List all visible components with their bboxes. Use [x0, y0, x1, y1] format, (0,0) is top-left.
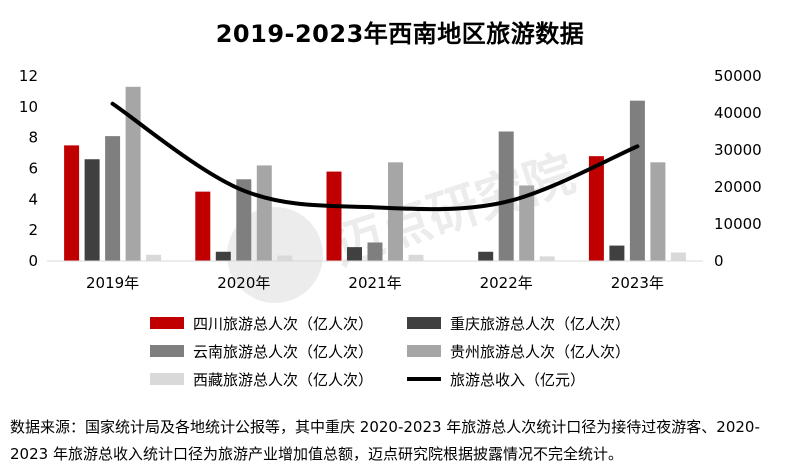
y-right-tick-label: 0: [714, 252, 724, 270]
bar: [256, 165, 272, 261]
bar: [195, 191, 211, 261]
y-left-tick-label: 12: [19, 67, 38, 85]
y-left-tick-label: 0: [28, 252, 38, 270]
legend-label: 四川旅游总人次（亿人次）: [193, 315, 373, 333]
bar: [367, 242, 383, 261]
bar: [408, 254, 424, 261]
x-tick-label: 2020年: [217, 274, 270, 292]
bar: [277, 255, 293, 261]
x-tick-label: 2022年: [480, 274, 533, 292]
bar: [629, 100, 645, 262]
left-axis: 0 2 4 6 8 10 12: [19, 67, 38, 270]
x-axis: 2019年 2020年 2021年 2022年 2023年: [86, 274, 664, 292]
y-left-tick-label: 6: [28, 160, 38, 178]
y-right-tick-label: 20000: [714, 178, 762, 196]
legend: 四川旅游总人次（亿人次） 重庆旅游总人次（亿人次） 云南旅游总人次（亿人次） 贵州旅游…: [150, 315, 630, 389]
legend-label: 重庆旅游总人次（亿人次）: [450, 315, 630, 333]
bar: [125, 86, 141, 262]
revenue-line: [110, 101, 640, 212]
bar: [236, 179, 252, 261]
x-tick-label: 2023年: [611, 274, 664, 292]
x-tick-label: 2019年: [86, 274, 139, 292]
y-right-tick-label: 30000: [714, 141, 762, 159]
bar: [650, 162, 666, 261]
legend-label: 云南旅游总人次（亿人次）: [193, 343, 373, 361]
bar: [609, 245, 625, 261]
bar: [84, 159, 100, 261]
bar: [670, 252, 686, 261]
revenue-line-path: [110, 101, 640, 212]
chart-title: 2019-2023年西南地区旅游数据: [215, 20, 585, 48]
y-left-tick-label: 4: [28, 190, 38, 208]
y-left-tick-label: 10: [19, 98, 38, 116]
bar: [215, 251, 231, 261]
right-axis: 0 10000 20000 30000 40000 50000: [714, 67, 762, 270]
bar: [326, 171, 342, 261]
bar: [146, 254, 162, 261]
legend-swatch: [150, 345, 184, 357]
bar: [347, 247, 362, 261]
bar: [105, 136, 121, 261]
legend-swatch: [150, 373, 184, 385]
bar: [478, 251, 494, 261]
bar: [588, 156, 604, 261]
legend-label: 西藏旅游总人次（亿人次）: [193, 371, 373, 389]
legend-swatch: [407, 317, 441, 329]
bar: [388, 162, 403, 261]
bars: [64, 86, 686, 262]
y-left-tick-label: 8: [28, 129, 38, 147]
y-left-tick-label: 2: [28, 221, 38, 239]
legend-label: 贵州旅游总人次（亿人次）: [450, 343, 630, 361]
y-right-tick-label: 40000: [714, 104, 762, 122]
bar: [498, 131, 514, 261]
legend-swatch: [407, 345, 441, 357]
bar: [539, 256, 555, 261]
source-note: 数据来源：国家统计局及各地统计公报等，其中重庆 2020-2023 年旅游总人次…: [10, 418, 760, 463]
bar: [519, 185, 535, 261]
legend-label: 旅游总收入（亿元）: [450, 371, 585, 389]
y-right-tick-label: 10000: [714, 215, 762, 233]
legend-swatch: [150, 317, 184, 329]
x-tick-label: 2021年: [348, 274, 401, 292]
bar: [64, 145, 80, 261]
y-right-tick-label: 50000: [714, 67, 762, 85]
